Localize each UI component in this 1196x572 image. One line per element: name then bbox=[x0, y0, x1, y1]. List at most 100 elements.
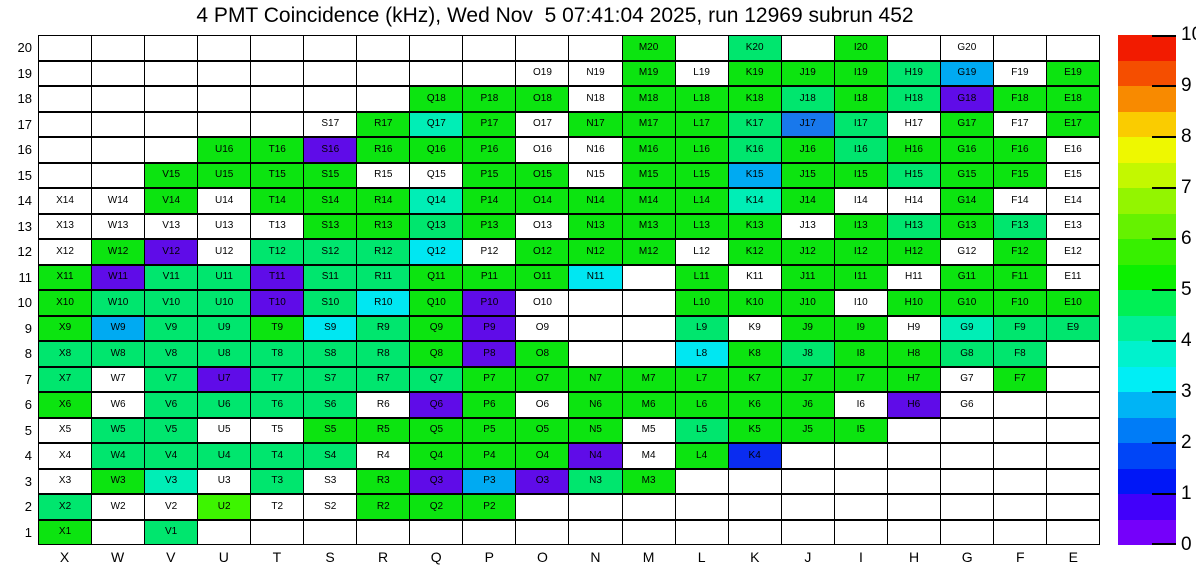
grid-cell-V4: V4 bbox=[145, 444, 198, 468]
grid-cell-empty bbox=[145, 87, 198, 111]
grid-cell-H7: H7 bbox=[887, 367, 940, 391]
grid-cell-W7: W7 bbox=[92, 367, 145, 391]
grid-cell-Q4: Q4 bbox=[410, 444, 463, 468]
row-label-14: 14 bbox=[17, 193, 32, 209]
grid-cell-T13: T13 bbox=[251, 214, 304, 238]
grid-cell-F19: F19 bbox=[993, 61, 1046, 85]
grid-cell-empty bbox=[622, 265, 675, 289]
grid-cell-S12: S12 bbox=[304, 240, 357, 264]
grid-cell-R16: R16 bbox=[357, 138, 410, 162]
grid-cell-J14: J14 bbox=[781, 189, 834, 213]
grid-cell-O10: O10 bbox=[516, 291, 569, 315]
grid-cell-T5: T5 bbox=[251, 418, 304, 442]
grid-cell-T9: T9 bbox=[251, 316, 304, 340]
grid-cell-O4: O4 bbox=[516, 444, 569, 468]
grid-cell-L14: L14 bbox=[675, 189, 728, 213]
row-label-17: 17 bbox=[17, 116, 32, 132]
grid-cell-X4: X4 bbox=[39, 444, 92, 468]
grid-cell-E18: E18 bbox=[1046, 87, 1099, 111]
grid-cell-N14: N14 bbox=[569, 189, 622, 213]
row-label-13: 13 bbox=[17, 218, 32, 234]
grid-cell-empty bbox=[39, 61, 92, 85]
grid-cell-empty bbox=[569, 36, 622, 60]
grid-cell-G15: G15 bbox=[940, 163, 993, 187]
grid-cell-empty bbox=[622, 291, 675, 315]
grid-cell-M6: M6 bbox=[622, 393, 675, 417]
grid-cell-V7: V7 bbox=[145, 367, 198, 391]
grid-cell-U6: U6 bbox=[198, 393, 251, 417]
grid-cell-empty bbox=[781, 520, 834, 544]
grid-cell-empty bbox=[357, 61, 410, 85]
grid-cell-Q8: Q8 bbox=[410, 342, 463, 366]
grid-cell-R5: R5 bbox=[357, 418, 410, 442]
colorbar-tick-label-3: 3 bbox=[1181, 381, 1192, 402]
grid-cell-N7: N7 bbox=[569, 367, 622, 391]
heatmap-grid: M20 K20 I20 G20 O19 N19 M19 L19 K19 J19 I19 H19 G19 F… bbox=[38, 35, 1100, 545]
grid-cell-X7: X7 bbox=[39, 367, 92, 391]
grid-cell-empty bbox=[993, 418, 1046, 442]
column-label-P: P bbox=[484, 549, 494, 565]
grid-cell-O18: O18 bbox=[516, 87, 569, 111]
grid-cell-L18: L18 bbox=[675, 87, 728, 111]
grid-cell-F17: F17 bbox=[993, 112, 1046, 136]
column-label-M: M bbox=[642, 549, 655, 565]
grid-cell-E12: E12 bbox=[1046, 240, 1099, 264]
grid-cell-empty bbox=[357, 87, 410, 111]
grid-cell-H17: H17 bbox=[887, 112, 940, 136]
grid-cell-empty bbox=[145, 138, 198, 162]
grid-cell-U12: U12 bbox=[198, 240, 251, 264]
grid-cell-T7: T7 bbox=[251, 367, 304, 391]
grid-cell-empty bbox=[675, 495, 728, 519]
grid-cell-empty bbox=[357, 520, 410, 544]
column-label-F: F bbox=[1015, 549, 1025, 565]
column-label-N: N bbox=[590, 549, 601, 565]
grid-cell-L5: L5 bbox=[675, 418, 728, 442]
grid-cell-E11: E11 bbox=[1046, 265, 1099, 289]
grid-cell-Q7: Q7 bbox=[410, 367, 463, 391]
row-label-19: 19 bbox=[17, 65, 32, 81]
grid-cell-O17: O17 bbox=[516, 112, 569, 136]
grid-cell-O16: O16 bbox=[516, 138, 569, 162]
colorbar-tick-label-4: 4 bbox=[1181, 330, 1192, 351]
grid-cell-R6: R6 bbox=[357, 393, 410, 417]
grid-cell-M18: M18 bbox=[622, 87, 675, 111]
grid-cell-U3: U3 bbox=[198, 469, 251, 493]
grid-cell-O8: O8 bbox=[516, 342, 569, 366]
grid-cell-empty bbox=[887, 520, 940, 544]
colorbar-band bbox=[1118, 239, 1176, 265]
grid-cell-Q17: Q17 bbox=[410, 112, 463, 136]
colorbar-band bbox=[1118, 137, 1176, 163]
grid-cell-empty bbox=[145, 36, 198, 60]
grid-cell-Q18: Q18 bbox=[410, 87, 463, 111]
colorbar-band bbox=[1118, 468, 1176, 494]
colorbar-tick bbox=[1152, 493, 1176, 495]
grid-cell-R10: R10 bbox=[357, 291, 410, 315]
grid-cell-O19: O19 bbox=[516, 61, 569, 85]
grid-cell-O13: O13 bbox=[516, 214, 569, 238]
grid-cell-W4: W4 bbox=[92, 444, 145, 468]
row-label-6: 6 bbox=[24, 397, 32, 413]
grid-cell-K19: K19 bbox=[728, 61, 781, 85]
grid-cell-Q2: Q2 bbox=[410, 495, 463, 519]
grid-cell-empty bbox=[993, 393, 1046, 417]
grid-cell-empty bbox=[39, 138, 92, 162]
grid-cell-U9: U9 bbox=[198, 316, 251, 340]
grid-cell-empty bbox=[251, 520, 304, 544]
row-label-3: 3 bbox=[24, 473, 32, 489]
grid-cell-I10: I10 bbox=[834, 291, 887, 315]
grid-cell-E10: E10 bbox=[1046, 291, 1099, 315]
grid-cell-empty bbox=[304, 87, 357, 111]
column-label-U: U bbox=[218, 549, 229, 565]
grid-cell-K4: K4 bbox=[728, 444, 781, 468]
colorbar-band bbox=[1118, 366, 1176, 392]
grid-cell-empty bbox=[781, 469, 834, 493]
grid-cell-R14: R14 bbox=[357, 189, 410, 213]
column-label-V: V bbox=[166, 549, 176, 565]
grid-cell-U8: U8 bbox=[198, 342, 251, 366]
grid-cell-empty bbox=[145, 112, 198, 136]
grid-cell-P17: P17 bbox=[463, 112, 516, 136]
grid-cell-empty bbox=[675, 520, 728, 544]
grid-cell-G19: G19 bbox=[940, 61, 993, 85]
